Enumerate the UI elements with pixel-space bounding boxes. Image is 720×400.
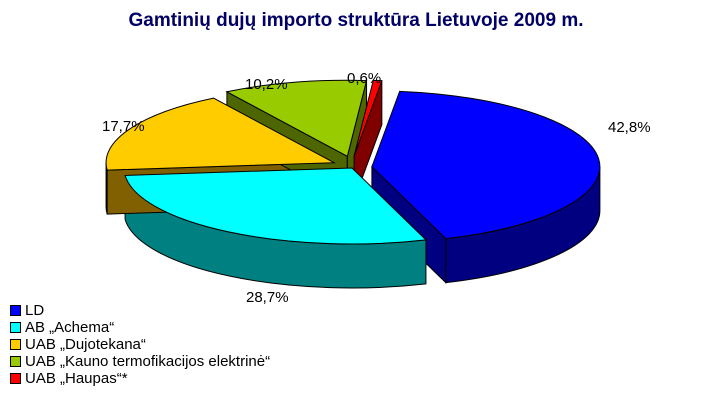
slice-uab-kauno-termofikacijos-elektrine: [225, 79, 368, 158]
legend-label: UAB „Haupas“*: [25, 370, 128, 387]
legend-item-uab-haupas: UAB „Haupas“*: [10, 370, 270, 387]
legend-label: AB „Achema“: [25, 319, 115, 336]
legend-label: UAB „Dujotekana“: [25, 336, 146, 353]
legend-item-ld: LD: [10, 302, 270, 319]
legend-item-uab-kauno-termofikacijos-elektrine: UAB „Kauno termofikacijos elektrinė“: [10, 353, 270, 370]
legend: LD AB „Achema“ UAB „Dujotekana“ UAB „Kauno …: [10, 302, 270, 387]
data-label-ab-achema: 28,7%: [246, 289, 289, 306]
legend-label: LD: [25, 302, 45, 319]
slice-uab-dujotekana: [105, 97, 336, 171]
chart-title: Gamtinių dujų importo struktūra Lietuvoj…: [128, 10, 584, 31]
legend-item-uab-dujotekana: UAB „Dujotekana“: [10, 336, 270, 353]
legend-label: UAB „Kauno termofikacijos elektrinė“: [25, 353, 271, 370]
data-label-uab-kauno-termofikacijos-elektrine: 10,2%: [245, 76, 288, 93]
slice-ld: [371, 90, 601, 240]
legend-swatch: [10, 356, 21, 367]
legend-swatch: [10, 322, 21, 333]
legend-item-ab-achema: AB „Achema“: [10, 319, 270, 336]
slice-ab-achema: [124, 167, 428, 245]
slice-uab-haupas: [353, 79, 383, 157]
data-label-uab-haupas: 0,6%: [347, 70, 381, 87]
legend-swatch: [10, 339, 21, 350]
legend-swatch: [10, 305, 21, 316]
data-label-uab-dujotekana: 17,7%: [102, 118, 145, 135]
legend-swatch: [10, 373, 21, 384]
data-label-ld: 42,8%: [608, 119, 651, 136]
